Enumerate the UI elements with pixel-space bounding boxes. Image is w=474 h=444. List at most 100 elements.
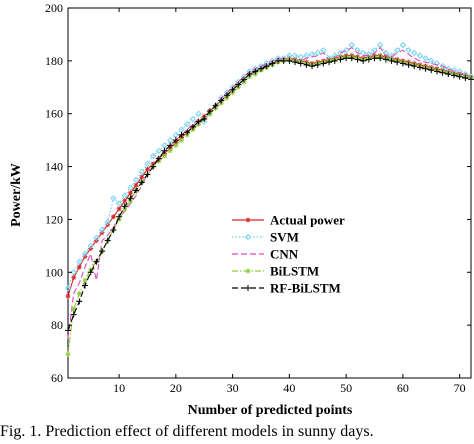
plus-marker — [303, 61, 310, 68]
plus-marker — [82, 282, 89, 289]
legend-item-cnn: CNN — [232, 247, 299, 262]
plus-marker — [456, 73, 463, 80]
star-marker — [110, 214, 116, 220]
plus-marker — [314, 61, 321, 68]
plus-marker — [269, 60, 276, 67]
plus-marker — [133, 187, 140, 194]
diamond-marker — [184, 121, 191, 128]
plus-marker — [331, 57, 338, 64]
star-marker — [167, 148, 173, 154]
plus-marker — [104, 237, 111, 244]
plus-marker — [201, 116, 208, 122]
plus-marker — [377, 55, 384, 62]
series-line-cnn — [67, 46, 472, 339]
star-marker — [173, 142, 179, 148]
plus-marker — [195, 118, 202, 125]
y-axis-title: Power/kW — [9, 163, 24, 227]
plus-marker — [433, 68, 440, 75]
star-marker — [133, 182, 139, 188]
legend: Actual power SVM CNN BiLSTM RF-BiLSTM — [232, 213, 345, 296]
diamond-marker — [394, 47, 401, 54]
plus-marker — [184, 129, 191, 136]
plus-marker — [428, 67, 435, 74]
plus-marker — [218, 97, 225, 104]
diamond-marker — [104, 218, 111, 226]
y-tick-label: 80 — [51, 318, 63, 332]
legend-item-actual-power: Actual power — [232, 213, 345, 228]
legend-item-rf-bilstm: RF-BiLSTM — [232, 281, 341, 296]
diamond-marker — [115, 200, 123, 207]
y-tick-label: 160 — [45, 107, 63, 121]
diamond-marker — [399, 41, 407, 49]
star-marker — [179, 137, 185, 143]
series-cnn — [67, 46, 472, 339]
diamond-marker — [155, 147, 162, 154]
diamond-marker — [87, 242, 94, 249]
diamond-marker — [70, 269, 77, 276]
plus-marker — [206, 108, 213, 115]
plus-marker — [468, 76, 474, 83]
plus-marker — [411, 63, 418, 70]
star-marker — [71, 306, 77, 312]
plus-marker — [286, 57, 293, 64]
x-axis-title: Number of predicted points — [188, 403, 353, 418]
star-marker — [122, 198, 128, 204]
plus-marker — [371, 55, 378, 62]
plus-marker — [399, 60, 406, 67]
diamond-marker — [76, 258, 83, 265]
plus-marker — [416, 64, 423, 71]
diamond-marker — [422, 55, 429, 62]
plot-area — [67, 7, 472, 379]
plus-marker — [388, 57, 395, 64]
plus-marker — [144, 171, 151, 178]
y-tick-label: 60 — [51, 371, 63, 385]
plus-marker — [240, 76, 247, 83]
plus-marker — [252, 68, 259, 75]
plus-marker — [320, 60, 327, 67]
plus-marker — [360, 57, 367, 64]
x-tick-label: 40 — [283, 381, 295, 395]
diamond-marker — [314, 49, 321, 57]
legend-label: Actual power — [270, 213, 345, 228]
y-tick-label: 140 — [45, 160, 63, 174]
series-bilstm — [65, 54, 474, 357]
plus-marker — [161, 147, 168, 154]
plus-marker — [235, 81, 242, 88]
y-tick-label: 120 — [45, 212, 63, 226]
plus-marker — [65, 327, 71, 334]
x-tick-label: 20 — [170, 381, 182, 395]
diamond-marker — [342, 47, 350, 54]
legend-label: BiLSTM — [270, 264, 319, 279]
plus-marker — [343, 55, 350, 62]
diamond-marker — [189, 115, 197, 123]
plus-marker — [93, 258, 100, 265]
plus-marker — [223, 92, 230, 99]
plus-marker — [445, 71, 452, 78]
plus-marker — [297, 60, 304, 67]
star-marker — [161, 153, 167, 159]
plus-marker — [292, 59, 299, 66]
diamond-marker — [297, 53, 304, 61]
diamond-marker — [195, 110, 202, 117]
plus-marker — [99, 248, 106, 255]
plus-marker — [354, 56, 361, 63]
axis-layer: 10 20 30 40 50 60 70 60 80 100 120 140 160 180 200 — [45, 1, 471, 395]
legend-item-bilstm: BiLSTM — [232, 264, 319, 279]
diamond-marker — [110, 195, 117, 202]
plus-marker — [155, 155, 162, 162]
plus-marker — [450, 72, 457, 79]
x-tick-label: 70 — [454, 381, 466, 395]
legend-item-svm: SVM — [232, 230, 299, 245]
star-marker — [82, 277, 88, 283]
plus-marker — [365, 56, 372, 63]
star-marker — [65, 293, 71, 299]
diamond-marker — [81, 250, 89, 257]
plus-marker — [246, 71, 253, 78]
diamond-marker — [411, 49, 418, 57]
series-actual-power — [65, 53, 474, 299]
star-marker — [76, 290, 82, 296]
plus-marker — [212, 102, 219, 109]
x-tick-label: 60 — [397, 381, 409, 395]
plus-marker — [76, 298, 83, 305]
y-tick-label: 200 — [45, 1, 63, 15]
